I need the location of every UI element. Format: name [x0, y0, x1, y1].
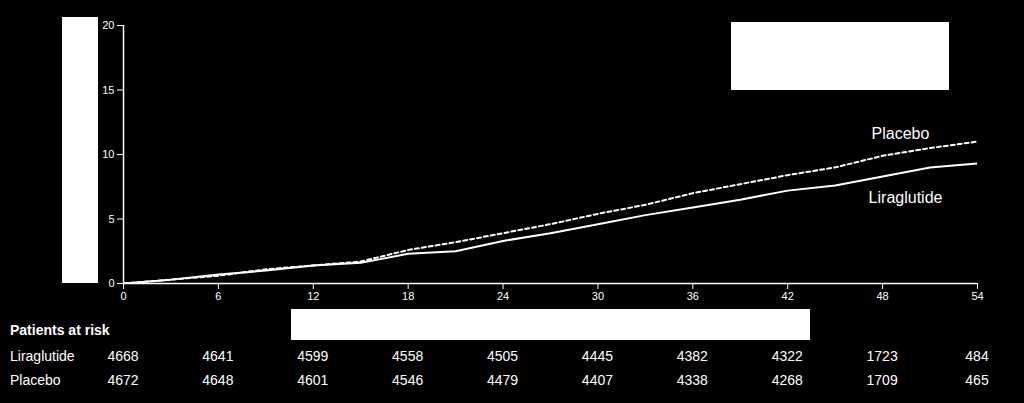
html-text:4407: 4407 [581, 372, 613, 388]
html-text:4599: 4599 [297, 348, 329, 364]
svg-text:36: 36 [687, 290, 699, 302]
svg-text:6: 6 [215, 290, 221, 302]
svg-text:48: 48 [876, 290, 888, 302]
svg-text:54: 54 [971, 290, 983, 302]
svg-text:Placebo: Placebo [872, 125, 930, 142]
svg-text:0: 0 [120, 290, 126, 302]
html-text:4445: 4445 [581, 348, 613, 364]
svg-text:15: 15 [102, 84, 114, 96]
svg-text:24: 24 [497, 290, 509, 302]
html-text:1709: 1709 [866, 372, 898, 388]
svg-text:Liraglutide: Liraglutide [869, 189, 943, 206]
html-text:4546: 4546 [392, 372, 424, 388]
html-text:Patients at risk: Patients at risk [10, 322, 110, 338]
svg-text:18: 18 [402, 290, 414, 302]
html-text:4558: 4558 [392, 348, 424, 364]
html-text:4672: 4672 [107, 372, 139, 388]
svg-text:5: 5 [108, 213, 114, 225]
html-text:4641: 4641 [202, 348, 234, 364]
svg-text:10: 10 [102, 148, 114, 160]
html-text:4322: 4322 [771, 348, 803, 364]
html-text:4668: 4668 [107, 348, 139, 364]
html-text:484: 484 [965, 348, 989, 364]
html-text:Placebo: Placebo [10, 372, 61, 388]
svg-text:42: 42 [782, 290, 794, 302]
svg-text:12: 12 [307, 290, 319, 302]
html-text:4268: 4268 [771, 372, 803, 388]
html-text:4338: 4338 [676, 372, 708, 388]
html-text:465: 465 [965, 372, 989, 388]
html-text:4648: 4648 [202, 372, 234, 388]
html-text:4479: 4479 [487, 372, 519, 388]
html-text:4505: 4505 [487, 348, 519, 364]
html-text:Liraglutide: Liraglutide [10, 348, 75, 364]
svg-text:20: 20 [102, 19, 114, 31]
svg-text:0: 0 [108, 277, 114, 289]
svg-text:30: 30 [592, 290, 604, 302]
html-text:1723: 1723 [866, 348, 898, 364]
html-text:4382: 4382 [676, 348, 708, 364]
html-text:4601: 4601 [297, 372, 329, 388]
